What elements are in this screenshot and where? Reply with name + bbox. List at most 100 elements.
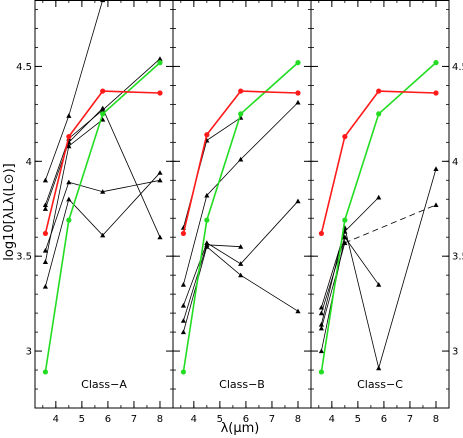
data-point-triangle <box>376 365 382 371</box>
data-point-triangle <box>42 206 49 211</box>
data-point-triangle <box>318 310 325 316</box>
series-line-black <box>183 245 299 333</box>
x-tick-label: 6 <box>381 414 387 425</box>
data-point-triangle <box>318 321 325 327</box>
data-point-triangle <box>157 170 163 175</box>
x-tick-label: 4 <box>329 414 335 425</box>
data-point-triangle <box>66 196 72 202</box>
data-point-triangle <box>295 308 301 314</box>
series-line-black <box>344 204 437 244</box>
data-point-red <box>295 90 301 96</box>
data-point-green <box>42 369 49 375</box>
y-axis-label: log10[λLλ(L⊙)] <box>2 163 17 260</box>
data-point-green <box>433 60 439 66</box>
data-point-green <box>238 111 244 117</box>
data-point-triangle <box>238 261 244 266</box>
x-tick-label: 5 <box>355 414 361 425</box>
data-point-green <box>157 60 163 66</box>
data-point-triangle <box>238 156 244 162</box>
data-point-triangle <box>433 202 439 208</box>
x-tick-label: 7 <box>131 414 137 425</box>
panel-label: Class−C <box>357 378 403 391</box>
panel-label: Class−B <box>219 378 265 391</box>
data-point-green <box>204 217 210 223</box>
data-point-triangle <box>66 143 72 149</box>
data-point-green <box>376 111 382 117</box>
series-line-black <box>183 117 241 228</box>
data-point-triangle <box>318 325 325 331</box>
series-line-green <box>44 62 161 373</box>
data-point-triangle <box>318 348 325 354</box>
series-line-green <box>182 62 299 373</box>
x-tick-label: 8 <box>433 414 439 425</box>
x-tick-label: 8 <box>295 414 301 425</box>
data-point-red <box>238 88 244 94</box>
series-line-black <box>183 102 299 285</box>
panel-data <box>180 60 301 375</box>
data-point-red <box>180 230 187 237</box>
data-point-green <box>318 369 325 375</box>
series-line-black <box>45 0 104 181</box>
x-tick-label: 4 <box>191 414 197 425</box>
y-tick-label: 4.5 <box>16 62 32 73</box>
series-line-black <box>45 58 161 206</box>
data-point-triangle <box>157 177 163 183</box>
data-point-triangle <box>295 198 301 204</box>
x-tick-label: 5 <box>217 414 223 425</box>
data-point-triangle <box>42 283 49 289</box>
x-tick-label: 6 <box>105 414 111 425</box>
y-tick-label-right: 4 <box>452 157 458 168</box>
data-point-triangle <box>204 192 210 198</box>
x-tick-label: 7 <box>269 414 275 425</box>
y-tick-label: 3.5 <box>16 252 32 263</box>
data-point-triangle <box>42 259 49 264</box>
data-point-triangle <box>42 177 49 183</box>
panel-label: Class−A <box>81 378 127 391</box>
panel-data <box>42 0 163 375</box>
data-point-triangle <box>157 234 163 240</box>
data-point-red <box>433 90 439 96</box>
x-tick-label: 8 <box>157 414 163 425</box>
data-point-triangle <box>376 194 382 200</box>
panel-frame <box>172 0 312 409</box>
data-point-triangle <box>204 244 210 249</box>
data-point-red <box>42 230 49 237</box>
data-point-triangle <box>238 244 244 249</box>
panel-2: 4 5 6 7 8 Class−B <box>172 0 312 425</box>
data-point-triangle <box>433 166 439 171</box>
x-tick-label: 6 <box>243 414 249 425</box>
x-tick-label: 4 <box>53 414 59 425</box>
data-point-triangle <box>100 0 106 3</box>
data-point-red <box>342 134 348 140</box>
panel-frame <box>310 0 450 409</box>
data-point-triangle <box>100 105 106 111</box>
panel-frame <box>34 0 174 409</box>
series-line-red <box>182 90 299 234</box>
y-tick-label-right: 3 <box>452 347 458 358</box>
data-point-triangle <box>180 318 187 323</box>
series-line-black <box>321 197 379 308</box>
data-point-triangle <box>180 329 187 335</box>
data-point-triangle <box>66 179 72 185</box>
data-point-triangle <box>100 232 106 238</box>
data-point-triangle <box>42 247 49 253</box>
series-line-red <box>44 90 161 234</box>
data-point-triangle <box>342 234 348 240</box>
series-line-black <box>183 200 299 306</box>
data-point-triangle <box>180 302 187 308</box>
series-line-black <box>45 172 161 287</box>
y-tick-label: 3 <box>26 347 32 358</box>
data-point-red <box>204 132 210 138</box>
data-point-red <box>318 230 325 237</box>
data-point-triangle <box>376 282 382 287</box>
x-axis-label: λ(μm) <box>221 421 260 436</box>
panel-data <box>318 60 439 375</box>
series-line-red <box>320 90 437 234</box>
data-point-green <box>66 217 72 223</box>
data-point-green <box>100 111 106 117</box>
data-point-green <box>295 60 301 66</box>
x-tick-label: 7 <box>407 414 413 425</box>
panel-3: 4 5 6 7 8 3 3.5 4 4.5 Class−C <box>310 0 463 425</box>
data-point-red <box>66 134 72 140</box>
